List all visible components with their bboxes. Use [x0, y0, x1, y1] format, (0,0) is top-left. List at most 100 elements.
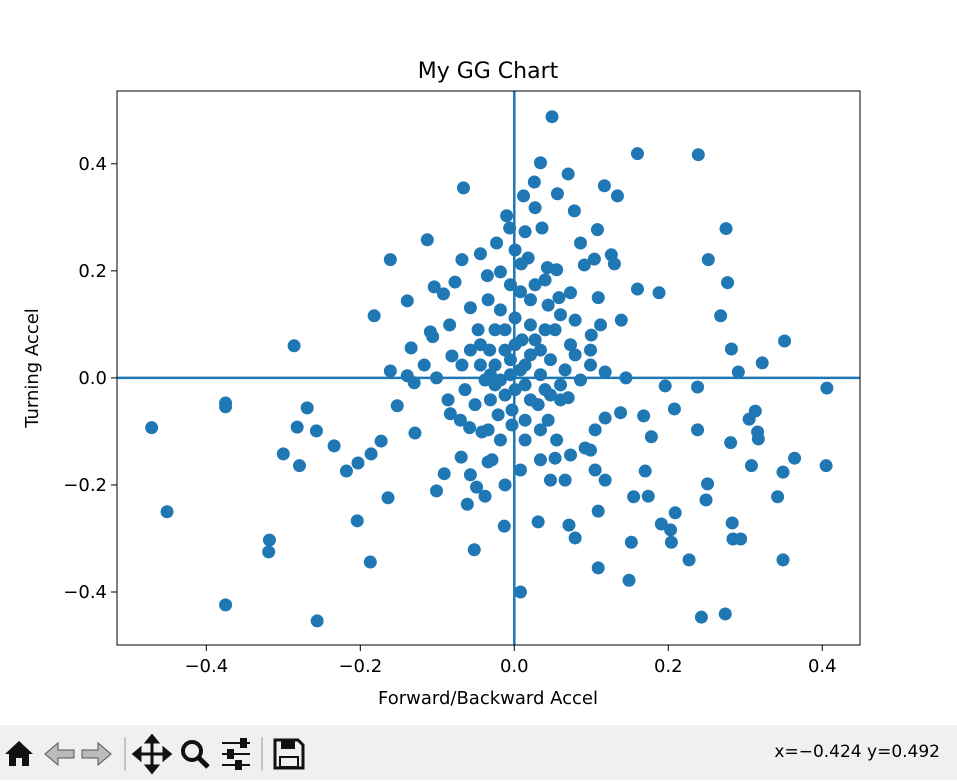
point [488, 358, 502, 372]
x-tick-label: −0.4 [184, 656, 228, 677]
point [744, 459, 758, 473]
point [470, 480, 484, 494]
point [721, 276, 735, 290]
chart: My GG Chart Forward/Backward Accel Turni… [22, 59, 861, 709]
point [755, 356, 769, 370]
point [441, 393, 455, 407]
point [483, 393, 497, 407]
point [276, 447, 290, 461]
point [481, 455, 495, 469]
point [548, 323, 562, 337]
point [498, 388, 512, 402]
point [427, 280, 441, 294]
point [515, 333, 529, 347]
point [481, 423, 495, 437]
point [734, 532, 748, 546]
point [290, 420, 304, 434]
point [718, 607, 732, 621]
point [456, 181, 470, 195]
point [591, 561, 605, 575]
point [426, 330, 440, 344]
point [598, 365, 612, 379]
point [724, 342, 738, 356]
point [543, 388, 557, 402]
point [614, 313, 628, 327]
point [445, 349, 459, 363]
point [513, 285, 527, 299]
point [505, 418, 519, 432]
point [367, 309, 381, 323]
point [458, 383, 472, 397]
point [778, 334, 792, 348]
point [568, 531, 582, 545]
point [160, 505, 174, 519]
y-tick-label: 0.0 [78, 368, 107, 389]
point [820, 381, 834, 395]
point [531, 515, 545, 529]
point [420, 233, 434, 247]
back-button[interactable] [44, 741, 75, 767]
point [481, 293, 495, 307]
point [417, 358, 431, 372]
point [567, 204, 581, 218]
point [658, 379, 672, 393]
point [262, 533, 276, 547]
point [561, 167, 575, 181]
point [363, 555, 377, 569]
point [381, 491, 395, 505]
point [691, 423, 705, 437]
configure-button[interactable] [222, 738, 250, 770]
point [383, 364, 397, 378]
y-axis-label: Turning Accel [22, 308, 43, 429]
forward-button[interactable] [81, 741, 112, 767]
point [574, 236, 588, 250]
point [568, 348, 582, 362]
point [538, 323, 552, 337]
point [568, 313, 582, 327]
point [219, 400, 233, 414]
point [528, 333, 542, 347]
point [751, 432, 765, 446]
save-button[interactable] [273, 738, 305, 770]
point [364, 447, 378, 461]
point [701, 477, 715, 491]
point [488, 378, 502, 392]
y-tick-label: −0.2 [63, 475, 107, 496]
point [310, 614, 324, 628]
point [498, 343, 512, 357]
point [374, 434, 388, 448]
point [588, 463, 602, 477]
home-button[interactable] [5, 741, 33, 766]
point [500, 209, 514, 223]
point [533, 368, 547, 382]
point [652, 286, 666, 300]
point [513, 463, 527, 477]
point [725, 516, 739, 530]
point [682, 553, 696, 567]
point [654, 517, 668, 531]
point [535, 221, 549, 235]
point [533, 423, 547, 437]
point [584, 443, 598, 457]
point [463, 343, 477, 357]
point [577, 258, 591, 272]
pan-button[interactable] [131, 733, 173, 775]
point [598, 411, 612, 425]
point [350, 514, 364, 528]
zoom-button[interactable] [181, 740, 210, 769]
point [408, 426, 422, 440]
point [455, 358, 469, 372]
point [490, 236, 504, 250]
point [300, 401, 314, 415]
point [724, 436, 738, 450]
point [533, 453, 547, 467]
point [584, 358, 598, 372]
point [587, 252, 601, 266]
point [498, 323, 512, 337]
x-tick-label: 0.0 [500, 656, 529, 677]
point [292, 459, 306, 473]
point [691, 380, 705, 394]
point [771, 490, 785, 504]
point [145, 421, 159, 435]
